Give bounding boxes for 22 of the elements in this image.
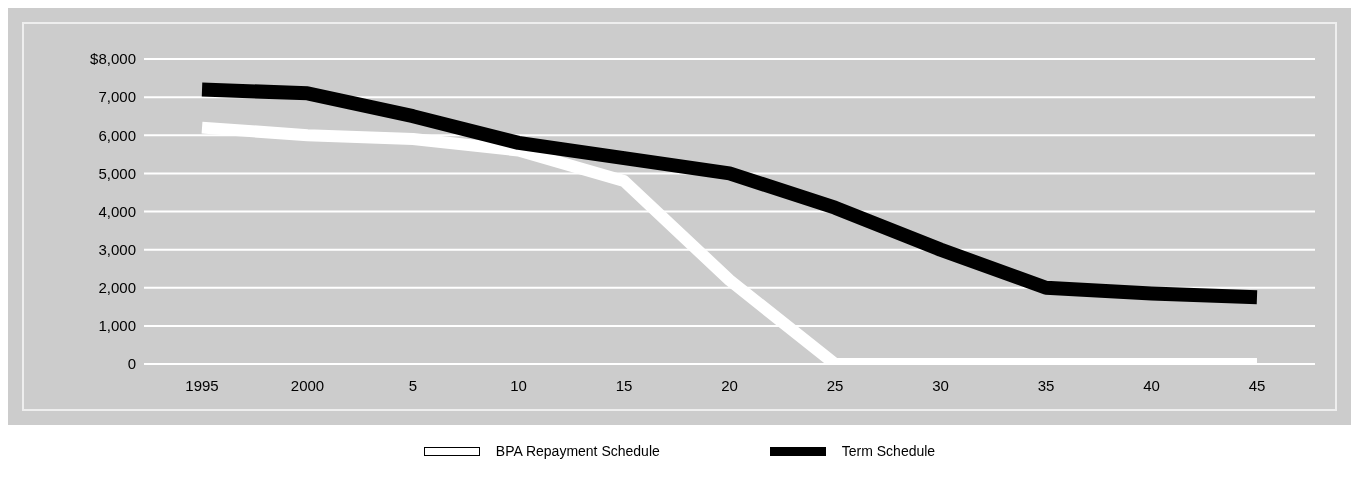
x-tick-label: 1995 [185, 376, 219, 394]
legend-label: BPA Repayment Schedule [495, 443, 660, 459]
y-tick-label: $8,000 [90, 50, 136, 68]
x-tick-label: 40 [1143, 376, 1160, 394]
x-tick-label: 20 [721, 376, 738, 394]
y-tick-label: 0 [127, 355, 136, 373]
y-tick-label: 2,000 [98, 279, 136, 297]
y-tick-label: 5,000 [98, 164, 136, 182]
x-tick-label: 35 [1037, 376, 1055, 394]
x-tick-label: 2000 [290, 376, 325, 394]
y-tick-label: 1,000 [98, 317, 136, 335]
x-tick-label: 45 [1248, 376, 1266, 394]
x-tick-label: 5 [408, 376, 418, 394]
y-tick-label: 4,000 [98, 202, 136, 220]
y-tick-label: 6,000 [98, 126, 136, 144]
x-tick-label: 25 [826, 376, 844, 394]
x-tick-label: 15 [615, 376, 633, 394]
legend-label: Term Schedule [841, 443, 936, 459]
x-tick-label: 10 [510, 376, 527, 394]
x-tick-label: 30 [932, 376, 949, 394]
y-tick-label: 7,000 [98, 88, 136, 106]
y-tick-label: 3,000 [98, 240, 136, 258]
